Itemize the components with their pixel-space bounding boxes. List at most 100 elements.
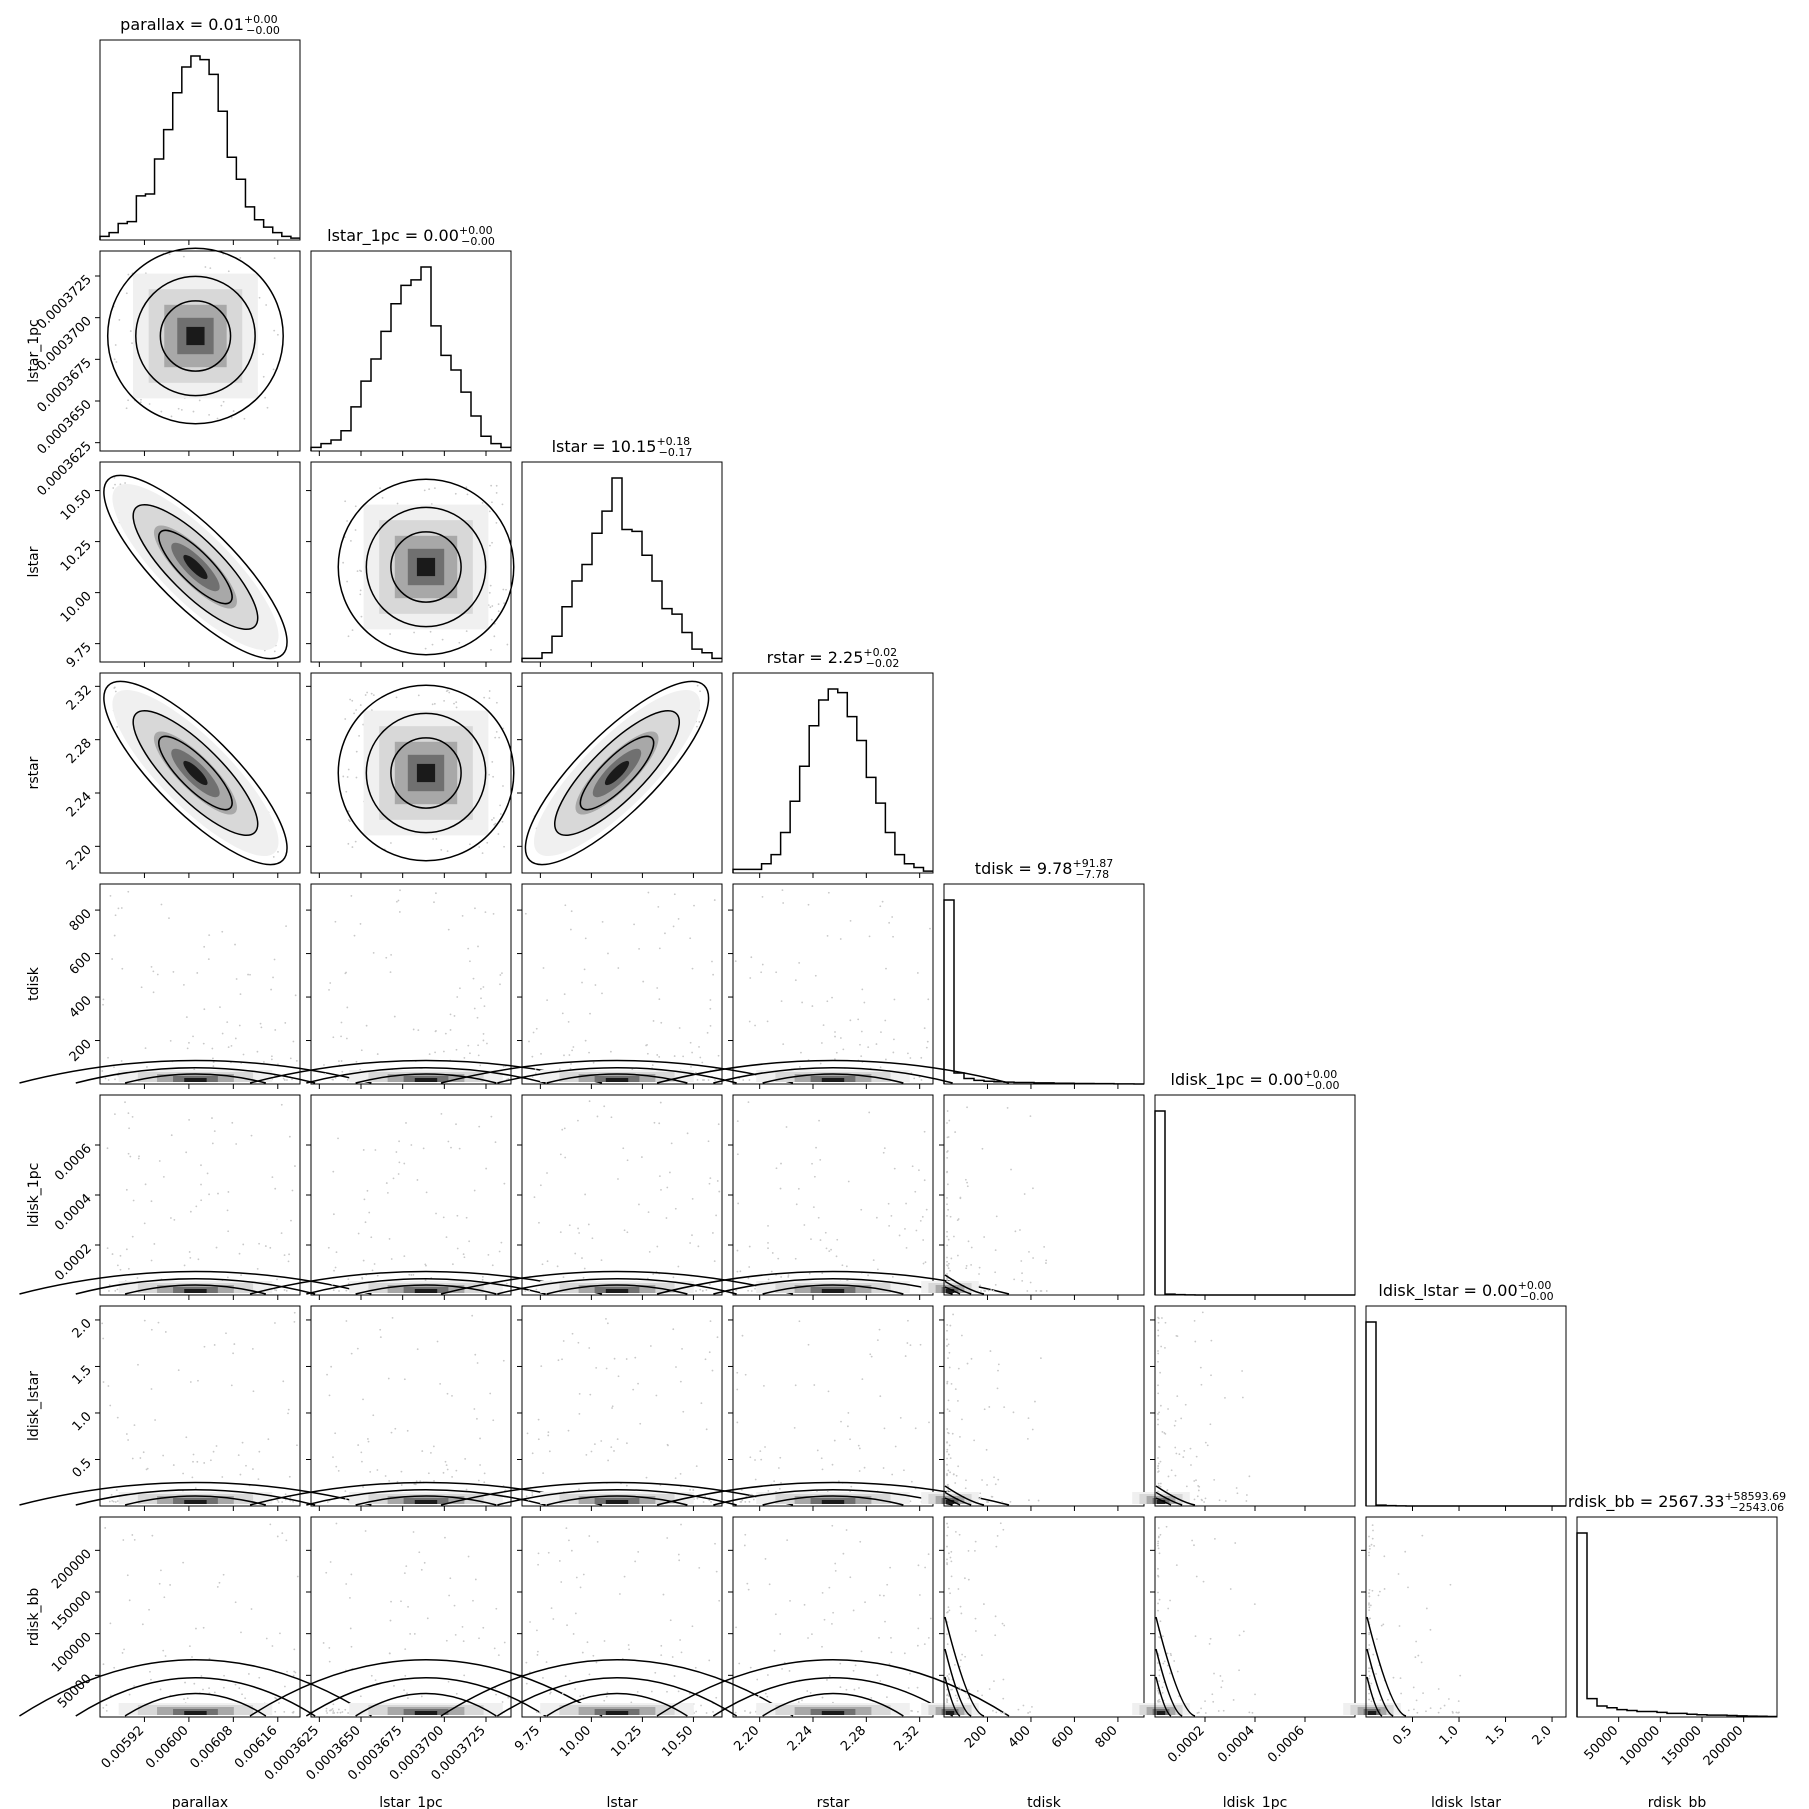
sample-point (136, 1277, 139, 1279)
sample-point (251, 1347, 254, 1350)
sample-point (563, 1127, 566, 1130)
sample-point (526, 1432, 529, 1435)
sample-point (748, 1266, 751, 1268)
sample-point (345, 971, 347, 974)
sample-point (672, 1328, 675, 1331)
sample-point (566, 1624, 568, 1627)
sample-point (993, 1680, 995, 1683)
sample-point (501, 1701, 504, 1703)
sample-point (1166, 1489, 1169, 1492)
sample-point (221, 930, 224, 933)
sample-point (106, 1147, 109, 1150)
sample-point (1368, 1602, 1370, 1605)
sample-point (501, 820, 504, 823)
sample-point (159, 1688, 162, 1691)
sample-point (761, 963, 764, 966)
sample-point (489, 584, 492, 587)
panel-frame (1576, 1516, 1778, 1718)
sample-point (1407, 1586, 1409, 1589)
sample-point (386, 1191, 389, 1194)
sample-point (760, 1458, 763, 1461)
sample-point (1221, 1680, 1224, 1682)
sample-point (1251, 1711, 1254, 1714)
sample-point (704, 1495, 707, 1498)
sample-point (415, 1480, 418, 1483)
sample-point (1195, 1455, 1198, 1458)
sample-point (1031, 1428, 1034, 1431)
sample-point (168, 917, 170, 919)
sample-point (1157, 1329, 1160, 1332)
sample-point (770, 1270, 773, 1273)
sample-point (701, 1290, 704, 1292)
sample-point (590, 1450, 593, 1453)
sample-point (493, 622, 496, 625)
sample-point (588, 1347, 591, 1349)
contour-line (159, 300, 232, 372)
sample-point (879, 1680, 882, 1682)
sample-point (884, 1019, 887, 1022)
sample-point (992, 1709, 994, 1712)
density-block (183, 554, 208, 580)
sample-point (716, 1180, 719, 1182)
sample-point (426, 1617, 429, 1620)
sample-point (197, 1379, 199, 1382)
sample-point (1013, 1278, 1016, 1281)
y-tick-label: 400 (67, 993, 95, 1021)
sample-point (212, 1061, 215, 1063)
sample-point (954, 1131, 957, 1133)
sample-point (994, 1249, 997, 1252)
sample-point (1159, 1482, 1162, 1485)
sample-point (221, 1476, 224, 1478)
sample-point (656, 1245, 659, 1248)
sample-point (946, 1151, 948, 1153)
sample-point (652, 1020, 655, 1022)
sample-point (448, 691, 451, 694)
sample-point (421, 1450, 424, 1452)
sample-point (946, 1264, 948, 1267)
sample-point (425, 1264, 427, 1267)
sample-point (595, 1366, 598, 1369)
sample-point (349, 698, 351, 701)
sample-point (878, 1636, 880, 1639)
sample-point (592, 1061, 595, 1064)
sample-point (1220, 1686, 1223, 1689)
y-tick-label: 600 (67, 950, 95, 978)
sample-point (764, 1558, 767, 1560)
sample-point (1437, 1688, 1440, 1690)
sample-point (679, 1639, 682, 1641)
sample-point (173, 1218, 176, 1221)
sample-point (331, 1283, 334, 1286)
sample-point (607, 952, 609, 955)
sample-point (463, 1057, 466, 1059)
panel-frame (99, 672, 301, 874)
sample-point (1001, 1622, 1004, 1625)
sample-point (1195, 1479, 1197, 1482)
sample-point (898, 1234, 901, 1237)
sample-point (781, 889, 784, 892)
sample-point (747, 1277, 750, 1280)
sample-point (1370, 1700, 1373, 1703)
sample-point (446, 850, 449, 853)
sample-point (1157, 1574, 1159, 1577)
sample-point (966, 1181, 968, 1184)
sample-point (258, 1676, 261, 1679)
sample-point (123, 1648, 125, 1651)
sample-point (217, 1192, 219, 1195)
sample-point (959, 1435, 961, 1438)
sample-point (845, 1529, 848, 1531)
sample-point (1161, 1691, 1164, 1694)
sample-point (481, 852, 484, 855)
sample-point (1157, 1384, 1159, 1387)
sample-point (839, 1686, 842, 1689)
sample-point (345, 1583, 348, 1585)
x-axis-label-ldisk_1pc: ldisk_1pc (1223, 1795, 1288, 1809)
sample-point (428, 1053, 431, 1055)
sample-point (102, 1003, 104, 1006)
sample-point (674, 1477, 677, 1480)
contour-line (944, 1274, 985, 1295)
sample-point (271, 1176, 274, 1179)
sample-point (979, 1492, 982, 1495)
sample-point (892, 1051, 895, 1054)
sample-point (920, 1079, 923, 1081)
sample-point (1026, 1290, 1029, 1292)
